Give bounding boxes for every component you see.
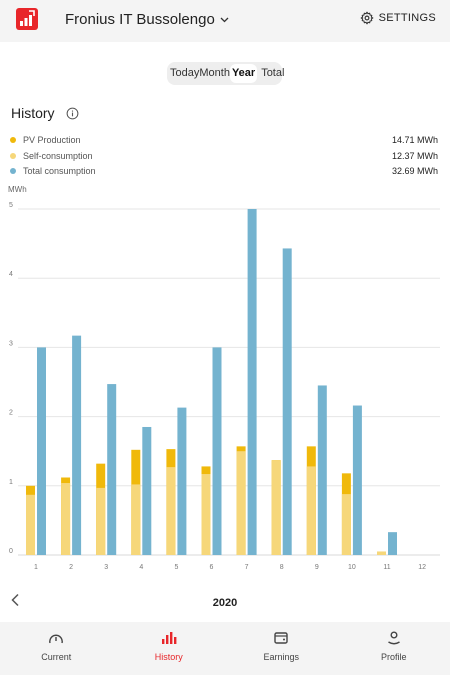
- bar-self-consumption: [26, 494, 35, 555]
- x-tick-label: 8: [280, 564, 284, 571]
- bar-total-consumption: [72, 335, 82, 555]
- chevron-left-icon[interactable]: [10, 593, 20, 607]
- bar-total-consumption: [37, 347, 46, 555]
- wallet-icon: [273, 630, 289, 646]
- settings-label: SETTINGS: [378, 12, 436, 24]
- bar-total-consumption: [282, 248, 292, 555]
- bar-self-consumption: [61, 483, 71, 555]
- bottom-navigation: Current History Earnings: [0, 622, 450, 675]
- bar-self-consumption: [341, 494, 351, 555]
- settings-button[interactable]: SETTINGS: [360, 11, 436, 25]
- y-tick-label: 2: [9, 410, 13, 417]
- nav-profile[interactable]: Profile: [338, 622, 450, 675]
- bar-self-consumption: [306, 466, 316, 555]
- y-tick-label: 1: [9, 479, 13, 486]
- fronius-logo-icon: [16, 8, 38, 30]
- y-tick-label: 4: [9, 271, 13, 278]
- legend-dot-pv: [10, 137, 16, 143]
- period-selector: Today Month Year Total: [167, 62, 285, 85]
- nav-earnings[interactable]: Earnings: [225, 622, 338, 675]
- nav-label: Current: [41, 652, 72, 662]
- bar-self-consumption: [377, 551, 386, 555]
- legend-item-self-consumption: Self-consumption 12.37 MWh: [10, 150, 440, 166]
- bar-total-consumption: [212, 347, 222, 555]
- nav-label: Profile: [380, 652, 407, 662]
- bar-self-consumption: [236, 451, 246, 555]
- app-header: Fronius IT Bussolengo SETTINGS: [0, 0, 450, 42]
- legend-value: 14.71 MWh: [391, 135, 438, 145]
- nav-label: History: [154, 652, 183, 662]
- gear-icon: [360, 11, 373, 25]
- legend-item-pv-production: PV Production 14.71 MWh: [10, 134, 440, 150]
- bar-total-consumption: [317, 385, 327, 555]
- x-tick-label: 4: [139, 564, 143, 571]
- legend-value: 32.69 MWh: [391, 166, 438, 176]
- bar-self-consumption: [131, 484, 141, 555]
- legend-dot-total: [10, 168, 16, 174]
- legend-value: 12.37 MWh: [391, 150, 438, 161]
- x-tick-label: 5: [174, 564, 178, 571]
- chevron-down-icon: [220, 17, 229, 22]
- bar-total-consumption: [388, 532, 397, 555]
- x-tick-label: 6: [210, 564, 214, 571]
- history-title: History: [11, 105, 55, 121]
- x-tick-label: 2: [69, 564, 73, 571]
- bar-self-consumption: [201, 474, 211, 555]
- person-icon: [386, 630, 402, 646]
- bar-total-consumption: [142, 426, 152, 555]
- nav-current[interactable]: Current: [0, 622, 113, 675]
- bar-total-consumption: [177, 407, 187, 555]
- bar-self-consumption: [271, 460, 281, 555]
- x-tick-label: 7: [245, 564, 249, 571]
- y-tick-label: 3: [9, 340, 13, 347]
- bar-self-consumption: [96, 487, 106, 555]
- bar-self-consumption: [166, 467, 176, 555]
- x-tick-label: 1: [34, 564, 38, 571]
- bar-total-consumption: [352, 405, 362, 555]
- legend-dot-self: [10, 152, 16, 159]
- x-tick-label: 11: [383, 564, 390, 571]
- x-tick-label: 3: [104, 564, 108, 571]
- x-tick-label: 12: [418, 564, 426, 571]
- tab-total[interactable]: Total: [261, 67, 285, 79]
- site-selector[interactable]: Fronius IT Bussolengo: [65, 11, 229, 28]
- info-icon[interactable]: [66, 107, 79, 120]
- bar-chart-icon: [161, 630, 177, 646]
- bar-total-consumption: [107, 384, 117, 555]
- year-label: 2020: [212, 597, 238, 609]
- gauge-icon: [48, 630, 64, 646]
- y-axis-unit: MWh: [8, 185, 27, 194]
- legend-label: Total consumption: [23, 166, 96, 176]
- bar-total-consumption: [247, 209, 257, 555]
- x-tick-label: 9: [315, 564, 319, 571]
- legend-label: PV Production: [23, 135, 81, 145]
- nav-history[interactable]: History: [113, 622, 226, 675]
- chart-legend: PV Production 14.71 MWh Self-consumption…: [10, 134, 440, 181]
- tab-year[interactable]: Year: [229, 64, 258, 83]
- legend-item-total-consumption: Total consumption 32.69 MWh: [10, 165, 440, 181]
- y-tick-label: 0: [9, 548, 13, 555]
- site-name: Fronius IT Bussolengo: [65, 11, 215, 28]
- legend-label: Self-consumption: [23, 150, 93, 161]
- tab-today[interactable]: Today: [170, 67, 200, 79]
- x-tick-label: 10: [348, 564, 356, 571]
- tab-month[interactable]: Month: [199, 67, 230, 79]
- nav-label: Earnings: [263, 652, 300, 662]
- y-tick-label: 5: [9, 202, 13, 209]
